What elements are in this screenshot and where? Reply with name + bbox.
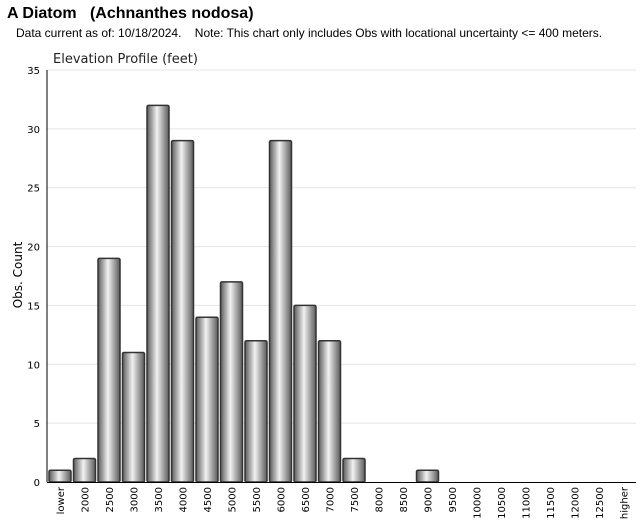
bar-2500 <box>97 257 121 483</box>
x-tick-label: 11500 <box>546 487 557 519</box>
x-tick-label: 2000 <box>81 487 92 512</box>
bar-5000 <box>219 281 244 483</box>
y-tick-label: 5 <box>34 419 40 430</box>
y-tick-label: 35 <box>27 66 40 77</box>
x-tick-label: 12000 <box>571 487 582 519</box>
x-tick-label: 10000 <box>473 487 484 519</box>
bar-4000 <box>170 139 195 483</box>
y-tick-label: 20 <box>27 243 40 254</box>
bar-7000 <box>317 339 342 483</box>
x-tick-label: 7500 <box>350 487 361 512</box>
x-tick-label: lower <box>56 486 67 514</box>
bar-3000 <box>121 351 146 483</box>
bar-6500 <box>293 304 317 483</box>
x-tick-label: 9000 <box>424 487 435 512</box>
x-tick-label: 4500 <box>203 487 214 512</box>
axes: 0 5 10 15 20 25 30 35 lower 2000 2500 3000 3500 4000 4… <box>27 66 636 519</box>
x-tick-label: 3000 <box>130 487 141 512</box>
x-tick-label: 9500 <box>448 487 459 512</box>
y-tick-label: 10 <box>27 360 40 371</box>
x-tick-label: 10500 <box>497 487 508 519</box>
x-tick-label: 4000 <box>179 487 190 512</box>
y-tick-label: 25 <box>27 184 40 195</box>
page-title: A Diatom (Achnanthes nodosa) <box>7 5 254 22</box>
bars <box>48 104 440 483</box>
x-tick-label: higher <box>620 486 631 519</box>
x-tick-label: 8000 <box>375 487 386 512</box>
bar-4500 <box>195 316 219 483</box>
bar-3500 <box>146 104 170 483</box>
x-tick-label: 7000 <box>326 487 337 512</box>
x-tick-label: 5500 <box>252 487 263 512</box>
y-tick-label: 30 <box>27 125 40 136</box>
bar-2000 <box>72 457 97 483</box>
bar-5500 <box>244 339 268 483</box>
x-tick-label: 12500 <box>595 487 606 519</box>
bar-9000 <box>415 469 440 483</box>
y-tick-label: 15 <box>27 301 40 312</box>
x-tick-label: 5000 <box>228 487 239 512</box>
x-tick-label: 6000 <box>277 487 288 512</box>
x-tick-label: 11000 <box>522 487 533 519</box>
y-tick-label: 0 <box>34 478 40 489</box>
x-tick-label: 2500 <box>105 487 116 512</box>
bar-6000 <box>268 139 293 483</box>
y-axis-label: Obs. Count <box>11 241 25 308</box>
bar-lower <box>48 469 72 483</box>
data-note: Data current as of: 10/18/2024. Note: Th… <box>16 26 603 40</box>
x-tick-label: 3500 <box>154 487 165 512</box>
x-tick-label: 8500 <box>399 487 410 512</box>
chart-title: Elevation Profile (feet) <box>53 52 198 67</box>
x-tick-label: 6500 <box>301 487 312 512</box>
bar-7500 <box>342 457 366 483</box>
